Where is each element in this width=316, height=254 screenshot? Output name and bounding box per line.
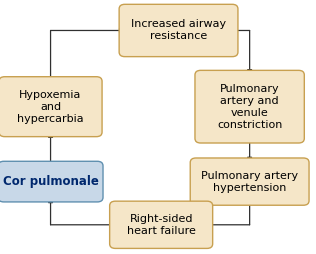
Text: Right-sided
heart failure: Right-sided heart failure [127,214,196,236]
Text: Hypoxemia
and
hypercarbia: Hypoxemia and hypercarbia [17,90,84,124]
FancyBboxPatch shape [0,77,102,137]
FancyBboxPatch shape [195,70,304,143]
FancyBboxPatch shape [190,158,309,205]
FancyBboxPatch shape [0,161,103,202]
FancyBboxPatch shape [119,4,238,57]
Text: Pulmonary artery
hypertension: Pulmonary artery hypertension [201,171,298,193]
FancyBboxPatch shape [110,201,213,248]
Text: Increased airway
resistance: Increased airway resistance [131,20,226,41]
Text: Cor pulmonale: Cor pulmonale [3,175,99,188]
Text: Pulmonary
artery and
venule
constriction: Pulmonary artery and venule constriction [217,84,282,130]
